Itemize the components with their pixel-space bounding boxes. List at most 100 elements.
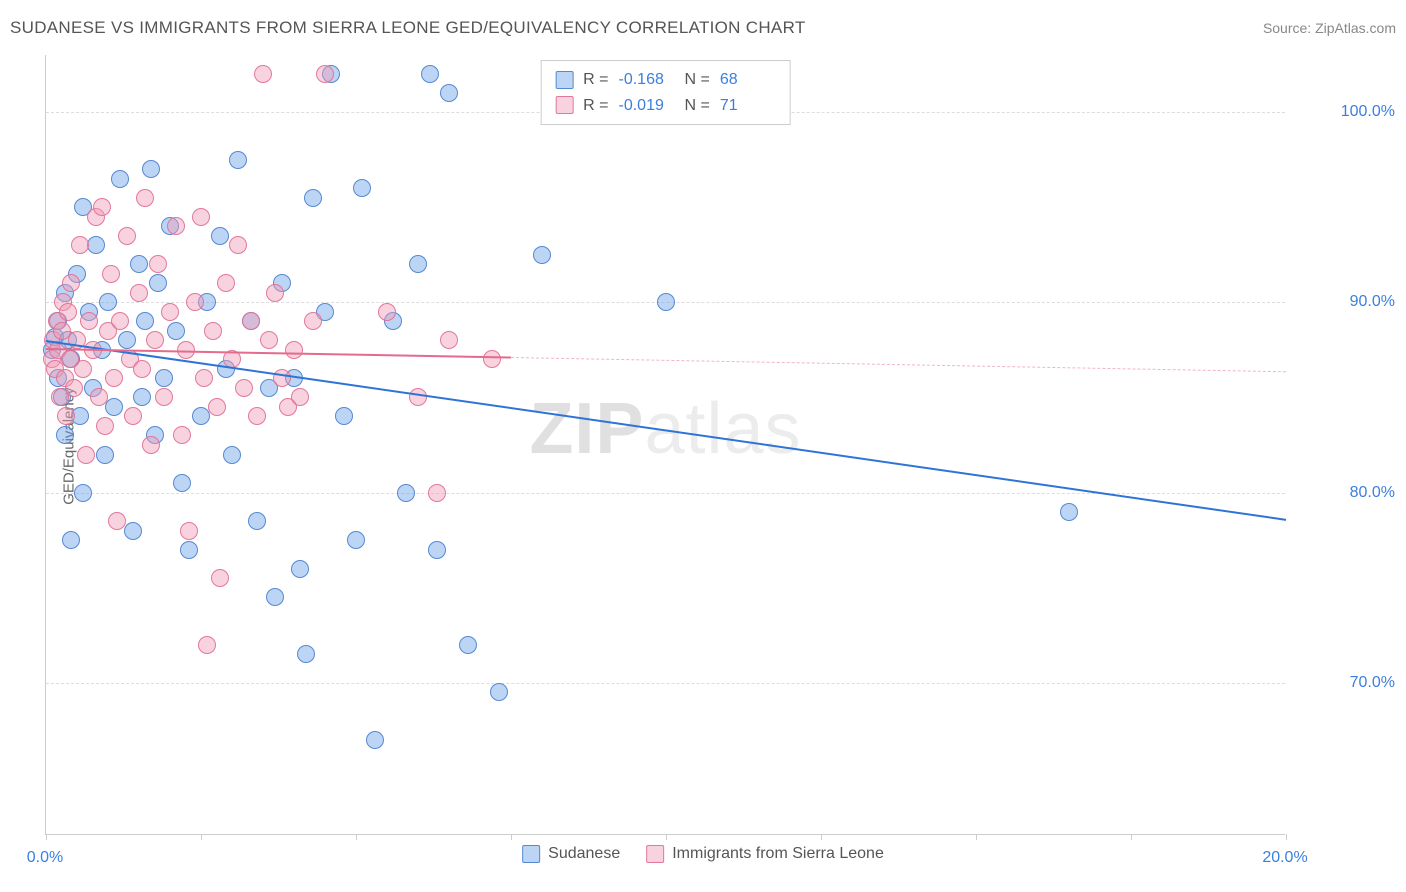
data-point <box>440 331 458 349</box>
data-point <box>87 236 105 254</box>
data-point <box>118 227 136 245</box>
data-point <box>180 541 198 559</box>
data-point <box>242 312 260 330</box>
data-point <box>490 683 508 701</box>
chart-title: SUDANESE VS IMMIGRANTS FROM SIERRA LEONE… <box>10 18 806 38</box>
stats-value-r: -0.168 <box>619 67 675 93</box>
data-point <box>167 217 185 235</box>
data-point <box>211 227 229 245</box>
data-point <box>105 369 123 387</box>
data-point <box>71 236 89 254</box>
data-point <box>74 360 92 378</box>
stats-value-r: -0.019 <box>619 93 675 119</box>
legend-item: Sudanese <box>522 845 620 863</box>
data-point <box>80 312 98 330</box>
data-point <box>428 541 446 559</box>
data-point <box>133 388 151 406</box>
data-point <box>204 322 222 340</box>
data-point <box>409 255 427 273</box>
data-point <box>260 331 278 349</box>
data-point <box>229 151 247 169</box>
trend-line <box>511 357 1286 372</box>
x-tick-label: 20.0% <box>1262 849 1307 867</box>
data-point <box>59 303 77 321</box>
data-point <box>192 208 210 226</box>
data-point <box>297 645 315 663</box>
data-point <box>155 388 173 406</box>
data-point <box>248 512 266 530</box>
data-point <box>111 312 129 330</box>
x-tick <box>821 834 822 840</box>
legend-swatch <box>555 96 573 114</box>
x-tick <box>976 834 977 840</box>
data-point <box>533 246 551 264</box>
data-point <box>459 636 477 654</box>
stats-label-n: N = <box>685 93 710 119</box>
data-point <box>65 379 83 397</box>
data-point <box>254 65 272 83</box>
data-point <box>211 569 229 587</box>
data-point <box>1060 503 1078 521</box>
data-point <box>62 531 80 549</box>
data-point <box>304 312 322 330</box>
data-point <box>353 179 371 197</box>
data-point <box>96 446 114 464</box>
data-point <box>90 388 108 406</box>
data-point <box>74 484 92 502</box>
data-point <box>195 369 213 387</box>
x-tick-label: 0.0% <box>27 849 63 867</box>
data-point <box>291 388 309 406</box>
data-point <box>99 293 117 311</box>
trend-line <box>46 348 511 359</box>
data-point <box>62 274 80 292</box>
stats-row: R =-0.019N =71 <box>555 93 776 119</box>
data-point <box>133 360 151 378</box>
data-point <box>428 484 446 502</box>
x-tick <box>201 834 202 840</box>
data-point <box>186 293 204 311</box>
source-label: Source: ZipAtlas.com <box>1263 20 1396 36</box>
x-tick <box>511 834 512 840</box>
data-point <box>248 407 266 425</box>
data-point <box>155 369 173 387</box>
data-point <box>208 398 226 416</box>
data-point <box>347 531 365 549</box>
data-point <box>161 303 179 321</box>
data-point <box>291 560 309 578</box>
stats-legend: R =-0.168N =68R =-0.019N =71 <box>540 60 791 125</box>
legend-label: Sudanese <box>548 845 620 863</box>
x-tick <box>1286 834 1287 840</box>
data-point <box>93 198 111 216</box>
data-point <box>235 379 253 397</box>
legend-swatch <box>555 71 573 89</box>
x-tick <box>356 834 357 840</box>
data-point <box>266 284 284 302</box>
stats-value-n: 68 <box>720 67 776 93</box>
grid-line <box>46 683 1285 684</box>
legend-swatch <box>646 845 664 863</box>
plot-area: ZIPatlas R =-0.168N =68R =-0.019N =71 70… <box>45 55 1285 835</box>
data-point <box>77 446 95 464</box>
stats-row: R =-0.168N =68 <box>555 67 776 93</box>
data-point <box>657 293 675 311</box>
data-point <box>304 189 322 207</box>
data-point <box>483 350 501 368</box>
data-point <box>229 236 247 254</box>
data-point <box>173 426 191 444</box>
x-tick <box>1131 834 1132 840</box>
data-point <box>96 417 114 435</box>
legend-item: Immigrants from Sierra Leone <box>646 845 884 863</box>
x-tick <box>46 834 47 840</box>
data-point <box>335 407 353 425</box>
data-point <box>409 388 427 406</box>
data-point <box>146 331 164 349</box>
data-point <box>102 265 120 283</box>
data-point <box>124 522 142 540</box>
data-point <box>366 731 384 749</box>
data-point <box>130 255 148 273</box>
data-point <box>142 436 160 454</box>
x-tick <box>666 834 667 840</box>
data-point <box>180 522 198 540</box>
data-point <box>397 484 415 502</box>
data-point <box>440 84 458 102</box>
